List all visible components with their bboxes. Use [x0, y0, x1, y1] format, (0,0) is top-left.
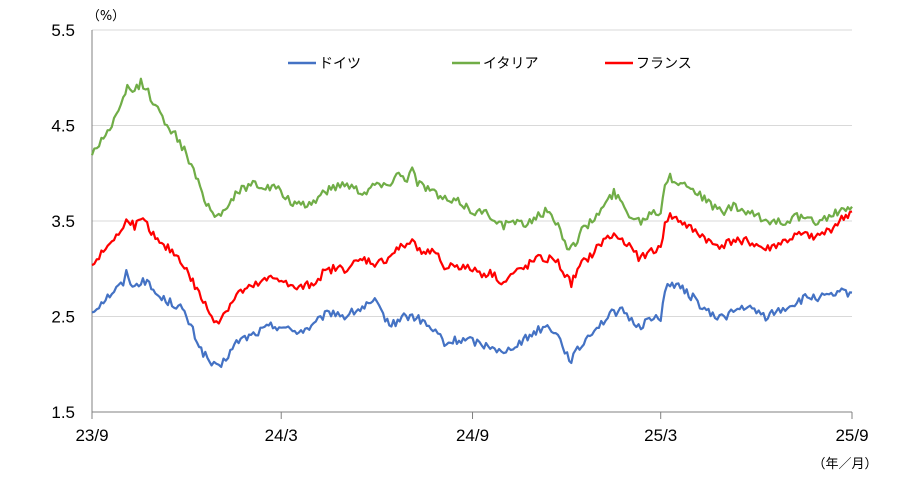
y-tick-label: 3.5: [51, 212, 75, 231]
series-line-1: [91, 269, 853, 368]
legend: ドイツ イタリア フランス: [288, 56, 692, 72]
x-tick-label: 24/9: [456, 426, 489, 445]
series-lines: [90, 77, 853, 368]
legend-label-1: ドイツ: [319, 56, 361, 72]
series-line-2: [90, 77, 853, 251]
x-axis-unit-label: （年／月）: [812, 457, 877, 472]
y-tick-label: 2.5: [51, 308, 75, 327]
x-tick-label: 24/3: [265, 426, 298, 445]
legend-label-2: イタリア: [483, 56, 538, 72]
x-tick-label: 23/9: [75, 426, 108, 445]
y-tick-label: 4.5: [51, 117, 75, 136]
y-axis-unit-label: （%）: [87, 9, 125, 24]
x-tick-label: 25/3: [644, 426, 677, 445]
axes: 5.5 4.5 3.5 2.5 1.523/9 24/3 24/9 25/3 25/9: [51, 21, 868, 445]
x-tick-label: 25/9: [835, 426, 868, 445]
series-line-3: [91, 210, 853, 325]
legend-label-3: フランス: [636, 56, 692, 72]
y-tick-label: 1.5: [51, 403, 75, 422]
y-tick-label: 5.5: [51, 21, 75, 40]
